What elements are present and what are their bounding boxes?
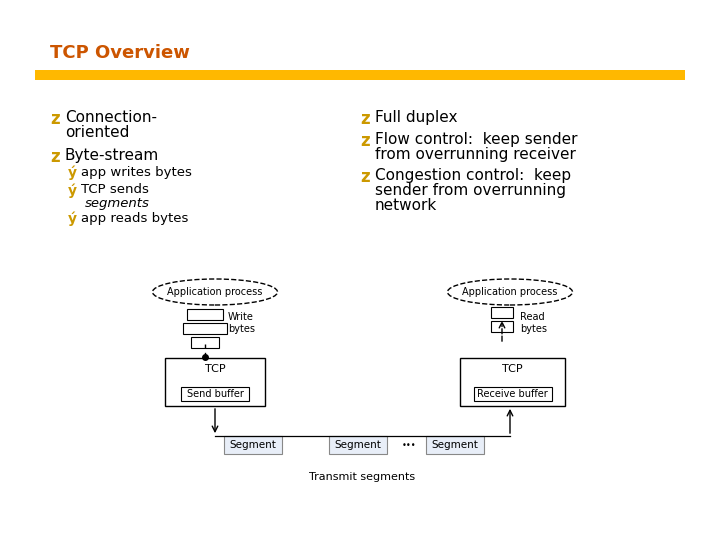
Text: Segment: Segment bbox=[335, 440, 382, 450]
Text: Connection-: Connection- bbox=[65, 110, 157, 125]
Text: Application process: Application process bbox=[462, 287, 558, 297]
FancyBboxPatch shape bbox=[474, 387, 552, 401]
Text: Transmit segments: Transmit segments bbox=[309, 472, 415, 482]
Text: ý: ý bbox=[68, 212, 77, 226]
Text: oriented: oriented bbox=[65, 125, 130, 140]
Text: app reads bytes: app reads bytes bbox=[81, 212, 189, 225]
FancyBboxPatch shape bbox=[491, 321, 513, 332]
Text: Segment: Segment bbox=[230, 440, 276, 450]
FancyBboxPatch shape bbox=[187, 309, 223, 320]
Text: Byte-stream: Byte-stream bbox=[65, 148, 159, 163]
Text: z: z bbox=[50, 148, 60, 166]
Text: z: z bbox=[360, 132, 369, 150]
Text: TCP Overview: TCP Overview bbox=[50, 44, 190, 62]
FancyBboxPatch shape bbox=[491, 307, 513, 318]
FancyBboxPatch shape bbox=[165, 358, 265, 406]
Text: segments: segments bbox=[85, 197, 150, 210]
Text: ý: ý bbox=[68, 166, 77, 180]
FancyBboxPatch shape bbox=[224, 436, 282, 454]
Text: z: z bbox=[360, 110, 369, 128]
Text: TCP: TCP bbox=[502, 364, 523, 374]
Text: network: network bbox=[375, 198, 437, 213]
Text: from overrunning receiver: from overrunning receiver bbox=[375, 147, 576, 162]
Text: •••: ••• bbox=[402, 441, 416, 449]
FancyBboxPatch shape bbox=[426, 436, 484, 454]
Text: Send buffer: Send buffer bbox=[186, 389, 243, 399]
Text: app writes bytes: app writes bytes bbox=[81, 166, 192, 179]
FancyBboxPatch shape bbox=[183, 323, 227, 334]
Text: TCP: TCP bbox=[204, 364, 225, 374]
Text: z: z bbox=[50, 110, 60, 128]
Text: Read
bytes: Read bytes bbox=[520, 312, 547, 334]
Bar bbox=[35, 70, 685, 80]
Text: Application process: Application process bbox=[167, 287, 263, 297]
FancyBboxPatch shape bbox=[329, 436, 387, 454]
Text: Full duplex: Full duplex bbox=[375, 110, 457, 125]
Text: z: z bbox=[360, 168, 369, 186]
FancyBboxPatch shape bbox=[191, 337, 219, 348]
Text: Receive buffer: Receive buffer bbox=[477, 389, 548, 399]
Text: sender from overrunning: sender from overrunning bbox=[375, 183, 566, 198]
Text: Segment: Segment bbox=[431, 440, 478, 450]
FancyBboxPatch shape bbox=[181, 387, 249, 401]
Text: ý: ý bbox=[68, 183, 77, 198]
Text: TCP sends: TCP sends bbox=[81, 183, 149, 196]
Text: Congestion control:  keep: Congestion control: keep bbox=[375, 168, 571, 183]
Text: Flow control:  keep sender: Flow control: keep sender bbox=[375, 132, 577, 147]
FancyBboxPatch shape bbox=[460, 358, 565, 406]
Text: Write
bytes: Write bytes bbox=[228, 312, 255, 334]
